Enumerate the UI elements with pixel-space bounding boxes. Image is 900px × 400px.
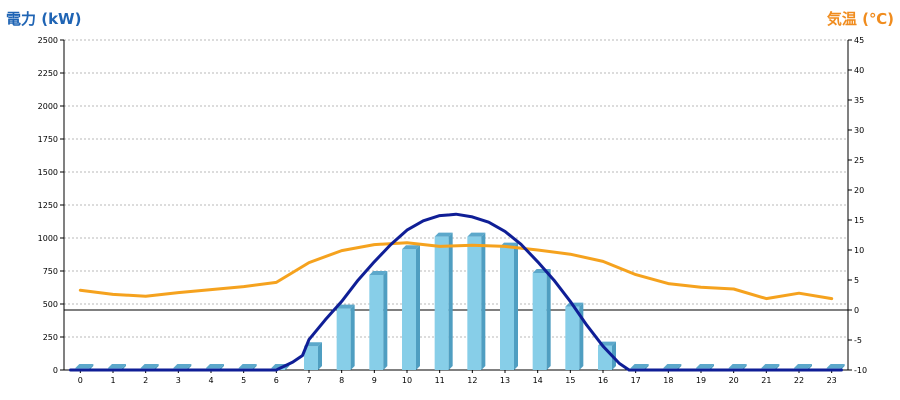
right-tick-label: 5 bbox=[854, 276, 859, 285]
left-tick-label: 250 bbox=[43, 333, 58, 342]
x-tick-label: 15 bbox=[565, 376, 575, 385]
bar bbox=[500, 242, 518, 370]
bar bbox=[434, 232, 453, 370]
x-tick-label: 12 bbox=[467, 376, 477, 385]
left-tick-label: 1500 bbox=[38, 168, 58, 177]
power-forecast-line bbox=[69, 212, 843, 372]
right-tick-label: 25 bbox=[854, 156, 864, 165]
bar bbox=[402, 245, 420, 370]
left-tick-label: 2000 bbox=[38, 102, 58, 111]
x-tick-label: 21 bbox=[761, 376, 771, 385]
left-tick-label: 500 bbox=[43, 300, 58, 309]
left-tick-label: 2500 bbox=[38, 36, 58, 45]
right-tick-label: 10 bbox=[854, 246, 864, 255]
bar bbox=[369, 270, 388, 370]
right-tick-label: 30 bbox=[854, 126, 864, 135]
right-tick-label: 15 bbox=[854, 216, 864, 225]
left-tick-label: 750 bbox=[43, 267, 58, 276]
x-tick-label: 18 bbox=[663, 376, 673, 385]
x-tick-label: 19 bbox=[696, 376, 706, 385]
left-axis-title: 電力 (kW) bbox=[6, 10, 82, 28]
left-tick-label: 1000 bbox=[38, 234, 58, 243]
right-tick-label: 0 bbox=[854, 306, 859, 315]
x-tick-label: 6 bbox=[274, 376, 279, 385]
x-tick-label: 17 bbox=[631, 376, 641, 385]
x-tick-label: 22 bbox=[794, 376, 804, 385]
right-tick-label: 20 bbox=[854, 186, 864, 195]
x-tick-label: 13 bbox=[500, 376, 510, 385]
right-tick-label: 45 bbox=[854, 36, 864, 45]
left-tick-label: 2250 bbox=[38, 69, 58, 78]
x-tick-label: 11 bbox=[435, 376, 445, 385]
x-tick-label: 4 bbox=[208, 376, 213, 385]
bar bbox=[467, 232, 486, 370]
right-tick-label: -10 bbox=[854, 366, 867, 375]
right-tick-label: 40 bbox=[854, 66, 864, 75]
bar bbox=[532, 268, 551, 370]
right-axis-title: 気温 (℃) bbox=[826, 10, 894, 28]
temperature-line bbox=[78, 241, 834, 301]
x-tick-label: 14 bbox=[533, 376, 543, 385]
left-tick-label: 0 bbox=[53, 366, 58, 375]
x-tick-label: 16 bbox=[598, 376, 608, 385]
right-tick-label: 35 bbox=[854, 96, 864, 105]
x-tick-label: 8 bbox=[339, 376, 344, 385]
left-tick-label: 1250 bbox=[38, 201, 58, 210]
right-tick-label: -5 bbox=[854, 336, 862, 345]
x-tick-label: 20 bbox=[729, 376, 739, 385]
x-tick-label: 0 bbox=[78, 376, 83, 385]
x-tick-label: 3 bbox=[176, 376, 181, 385]
x-tick-label: 5 bbox=[241, 376, 246, 385]
bar bbox=[565, 302, 584, 370]
x-tick-label: 10 bbox=[402, 376, 412, 385]
left-tick-label: 1750 bbox=[38, 135, 58, 144]
x-tick-label: 1 bbox=[110, 376, 115, 385]
x-tick-label: 23 bbox=[827, 376, 837, 385]
x-tick-label: 9 bbox=[372, 376, 377, 385]
x-tick-label: 7 bbox=[306, 376, 311, 385]
x-tick-label: 2 bbox=[143, 376, 148, 385]
bar bbox=[304, 342, 322, 370]
bar bbox=[336, 304, 355, 370]
